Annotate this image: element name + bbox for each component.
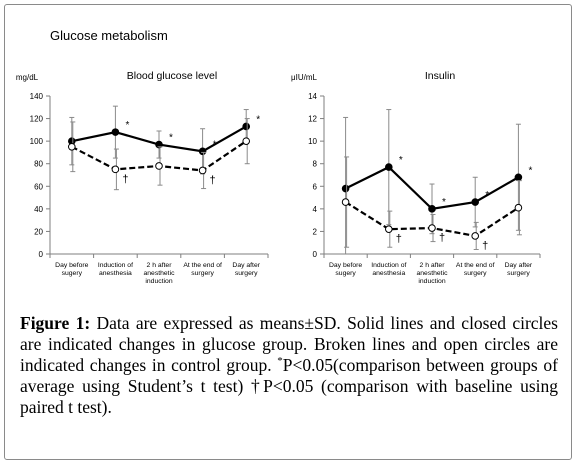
- data-point: [198, 166, 207, 175]
- x-tick-label: 2 h after anesthetic induction: [417, 262, 449, 285]
- y-tick-label: 80: [34, 160, 43, 169]
- x-tick-label: Induction of anesthesia: [98, 262, 133, 277]
- caption-significance-marker: *: [277, 355, 283, 368]
- y-tick-label: 0: [39, 250, 44, 259]
- x-tick-label-line: surgery: [191, 270, 214, 277]
- significance-asterisk: *: [125, 120, 129, 131]
- significance-asterisk: *: [528, 165, 532, 176]
- significance-asterisk: *: [169, 133, 173, 144]
- x-tick-label-line: Day after: [505, 262, 533, 269]
- y-tick-label: 0: [313, 250, 318, 259]
- significance-dagger: †: [122, 173, 128, 185]
- significance-dagger: †: [482, 240, 488, 252]
- x-tick-label-line: 2 h after: [147, 262, 173, 269]
- x-tick-label-line: Day after: [232, 262, 260, 269]
- x-tick-label-line: Induction of: [98, 262, 133, 269]
- chart-title: Insulin: [425, 70, 456, 82]
- x-tick-label: Day after surgery: [232, 262, 260, 277]
- data-point: [385, 163, 393, 171]
- data-point: [514, 173, 523, 182]
- y-tick-label: 2: [313, 227, 318, 236]
- y-tick-label: 60: [34, 182, 43, 191]
- figure-title: Glucose metabolism: [50, 28, 168, 43]
- x-tick-label: 2 h after anesthetic induction: [144, 262, 176, 285]
- data-point: [242, 137, 250, 145]
- y-axis-label: μIU/mL: [291, 73, 317, 82]
- x-tick-label: Day before sugery: [55, 262, 88, 277]
- data-point: [514, 203, 523, 212]
- x-tick-label-line: surgery: [464, 270, 487, 277]
- x-tick-label: At the end of surgery: [456, 262, 495, 277]
- x-tick-label-line: surgery: [507, 270, 530, 277]
- y-tick-label: 6: [313, 182, 318, 191]
- data-point: [155, 140, 163, 149]
- x-tick-label-line: anesthetic: [417, 270, 449, 277]
- significance-dagger: †: [210, 174, 216, 186]
- x-tick-label-line: anesthesia: [372, 270, 405, 277]
- chart-blood-glucose: Blood glucose level mg/dL 0 20 40 60 80 100 120 1…: [16, 70, 269, 285]
- significance-asterisk: *: [399, 155, 403, 166]
- x-tick-label-line: Day before: [329, 262, 362, 269]
- data-point: [428, 205, 436, 213]
- x-tick-label-line: At the end of: [183, 262, 222, 269]
- data-point: [341, 198, 350, 206]
- data-point: [111, 165, 120, 174]
- x-tick-label-line: surgery: [235, 270, 258, 277]
- chart-title: Blood glucose level: [127, 70, 217, 82]
- y-tick-label: 12: [308, 115, 317, 124]
- y-tick-label: 4: [313, 205, 318, 214]
- data-point: [341, 184, 350, 193]
- x-tick-label-line: At the end of: [456, 262, 495, 269]
- caption-label: Figure 1:: [20, 313, 91, 333]
- data-point: [471, 232, 479, 240]
- x-tick-label-line: anesthesia: [99, 270, 132, 277]
- x-tick-label: Induction of anesthesia: [371, 262, 406, 277]
- figure-caption: Figure 1: Data are expressed as means±SD…: [20, 313, 558, 418]
- x-tick-label-line: anesthetic: [144, 270, 176, 277]
- x-tick-label: Day after surgery: [505, 262, 533, 277]
- y-axis-label: mg/dL: [16, 73, 39, 82]
- chart-insulin: Insulin μIU/mL 0 2 4 6 8 10 12 14 Day before sugery…: [291, 70, 541, 285]
- y-tick-label: 140: [30, 92, 44, 101]
- x-tick-label-line: sugery: [335, 270, 356, 277]
- y-tick-label: 40: [34, 205, 43, 214]
- y-tick-label: 120: [30, 115, 44, 124]
- y-tick-label: 10: [308, 137, 317, 146]
- x-tick-label: At the end of surgery: [183, 262, 222, 277]
- y-tick-label: 14: [308, 92, 317, 101]
- significance-dagger: †: [439, 232, 445, 244]
- caption-text-significance: P<0.05(comparison between groups of aver…: [20, 355, 558, 417]
- data-point: [471, 198, 479, 206]
- x-tick-label-line: 2 h after: [420, 262, 446, 269]
- x-tick-label-line: induction: [418, 278, 445, 285]
- significance-dagger: †: [396, 233, 402, 245]
- data-point: [68, 142, 76, 151]
- y-tick-label: 8: [313, 160, 318, 169]
- data-point: [111, 128, 120, 136]
- data-point: [385, 225, 393, 233]
- significance-asterisk: *: [442, 197, 446, 208]
- significance-asterisk: *: [256, 114, 260, 125]
- data-point: [242, 122, 250, 131]
- significance-asterisk: *: [213, 139, 217, 150]
- x-tick-label-line: sugery: [62, 270, 83, 277]
- y-tick-label: 20: [34, 227, 43, 236]
- x-tick-label-line: Induction of: [371, 262, 406, 269]
- data-point: [198, 147, 207, 156]
- x-tick-label-line: induction: [145, 278, 172, 285]
- figure-frame: [4, 4, 572, 460]
- significance-asterisk: *: [485, 190, 489, 201]
- data-point: [155, 162, 163, 170]
- x-tick-label-line: Day before: [55, 262, 88, 269]
- y-tick-label: 100: [30, 137, 44, 146]
- x-tick-label: Day before sugery: [329, 262, 362, 277]
- data-point: [428, 224, 436, 232]
- caption-text-main: Data are expressed as means±SD. Solid li…: [20, 313, 558, 375]
